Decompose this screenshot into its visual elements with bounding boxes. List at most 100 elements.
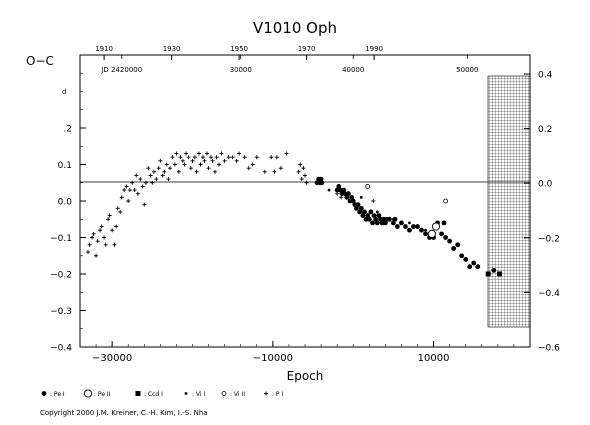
data-point	[455, 242, 461, 248]
data-point	[143, 180, 148, 185]
data-point	[127, 188, 132, 193]
y-axis-unit: d	[62, 88, 66, 96]
data-point	[95, 239, 100, 244]
data-point	[208, 155, 213, 160]
data-point	[107, 213, 112, 218]
data-point	[132, 188, 137, 193]
legend-marker	[264, 391, 268, 396]
data-point	[373, 216, 379, 222]
data-point	[134, 173, 139, 178]
data-point	[174, 151, 179, 156]
data-point	[90, 235, 95, 240]
data-point	[427, 229, 437, 238]
data-point	[99, 224, 104, 229]
data-point	[354, 205, 359, 211]
data-point	[124, 184, 129, 189]
data-point	[148, 173, 153, 178]
data-point	[103, 242, 108, 247]
data-point	[371, 213, 377, 219]
data-point	[419, 227, 424, 233]
data-point	[491, 267, 497, 273]
data-point	[327, 188, 331, 192]
legend-marker	[221, 391, 227, 396]
data-point	[447, 238, 453, 244]
data-point	[192, 155, 197, 160]
data-point	[196, 151, 201, 156]
data-point	[407, 227, 412, 233]
data-point	[170, 155, 175, 160]
data-point	[112, 242, 117, 247]
data-point	[358, 205, 364, 211]
data-point	[146, 166, 151, 171]
legend-label: : Vi II	[230, 391, 245, 398]
data-point	[411, 224, 416, 229]
data-point	[391, 217, 395, 221]
data-point	[138, 177, 143, 182]
data-point	[110, 228, 115, 233]
data-point	[362, 209, 367, 215]
year-tick-label: 1990	[365, 45, 383, 53]
data-point	[376, 213, 382, 219]
data-point	[250, 162, 255, 167]
data-point	[298, 162, 303, 167]
data-point	[296, 169, 301, 174]
legend-label: : Pe II	[94, 391, 111, 398]
data-point	[371, 199, 376, 203]
data-point	[142, 202, 147, 207]
data-point	[341, 187, 346, 193]
data-point	[485, 271, 491, 277]
data-point	[98, 228, 103, 233]
data-point	[284, 151, 289, 156]
data-point	[399, 220, 404, 226]
data-point	[126, 199, 131, 203]
data-point	[278, 166, 283, 171]
data-point	[475, 264, 481, 270]
data-point	[339, 195, 344, 200]
data-point	[150, 180, 155, 185]
x-tick-label: −30000	[92, 353, 132, 364]
data-point	[86, 250, 91, 255]
data-point	[357, 209, 363, 215]
data-point	[319, 180, 325, 186]
data-point	[443, 235, 449, 240]
y-tick-label: −0.3	[50, 307, 72, 317]
data-point	[355, 202, 361, 208]
right-y-tick-label: 0.4	[538, 71, 553, 81]
data-point	[370, 220, 375, 226]
data-point	[366, 216, 372, 222]
data-point	[162, 169, 167, 174]
data-point	[222, 158, 227, 163]
data-point	[115, 206, 120, 211]
data-point	[304, 180, 309, 185]
data-point	[350, 198, 356, 204]
data-point	[336, 184, 342, 189]
data-point	[303, 173, 307, 178]
data-point	[217, 162, 222, 167]
data-point	[188, 166, 193, 171]
y-tick-label: 0.1	[58, 161, 72, 171]
right-y-tick-label: −0.2	[538, 234, 560, 244]
data-point	[214, 155, 219, 160]
data-point	[102, 235, 107, 240]
data-point	[382, 220, 388, 226]
data-point	[186, 155, 191, 160]
y-tick-label: 0.0	[58, 198, 73, 208]
data-point	[178, 155, 183, 160]
y-tick-label: .2	[63, 125, 72, 135]
y-axis-label: O−C	[26, 54, 54, 68]
year-tick-label: 1970	[298, 45, 316, 53]
data-point	[274, 155, 279, 160]
data-point	[210, 158, 215, 163]
chart-title: V1010 Oph	[253, 19, 337, 37]
data-point	[467, 264, 473, 270]
data-point	[459, 253, 465, 259]
copyright-text: Copyright 2000 J.M. Kreiner, C.-H. Kim, …	[40, 409, 208, 417]
data-point	[190, 158, 195, 163]
axis-ticks: −30000 −10000 10000 .2 0.1 0.0 −0.1 −0.2 −0.3 −0.…	[50, 45, 560, 364]
data-point	[202, 158, 207, 163]
data-point	[431, 222, 441, 231]
data-point	[160, 173, 165, 178]
data-point	[242, 155, 247, 160]
data-point	[135, 191, 140, 196]
